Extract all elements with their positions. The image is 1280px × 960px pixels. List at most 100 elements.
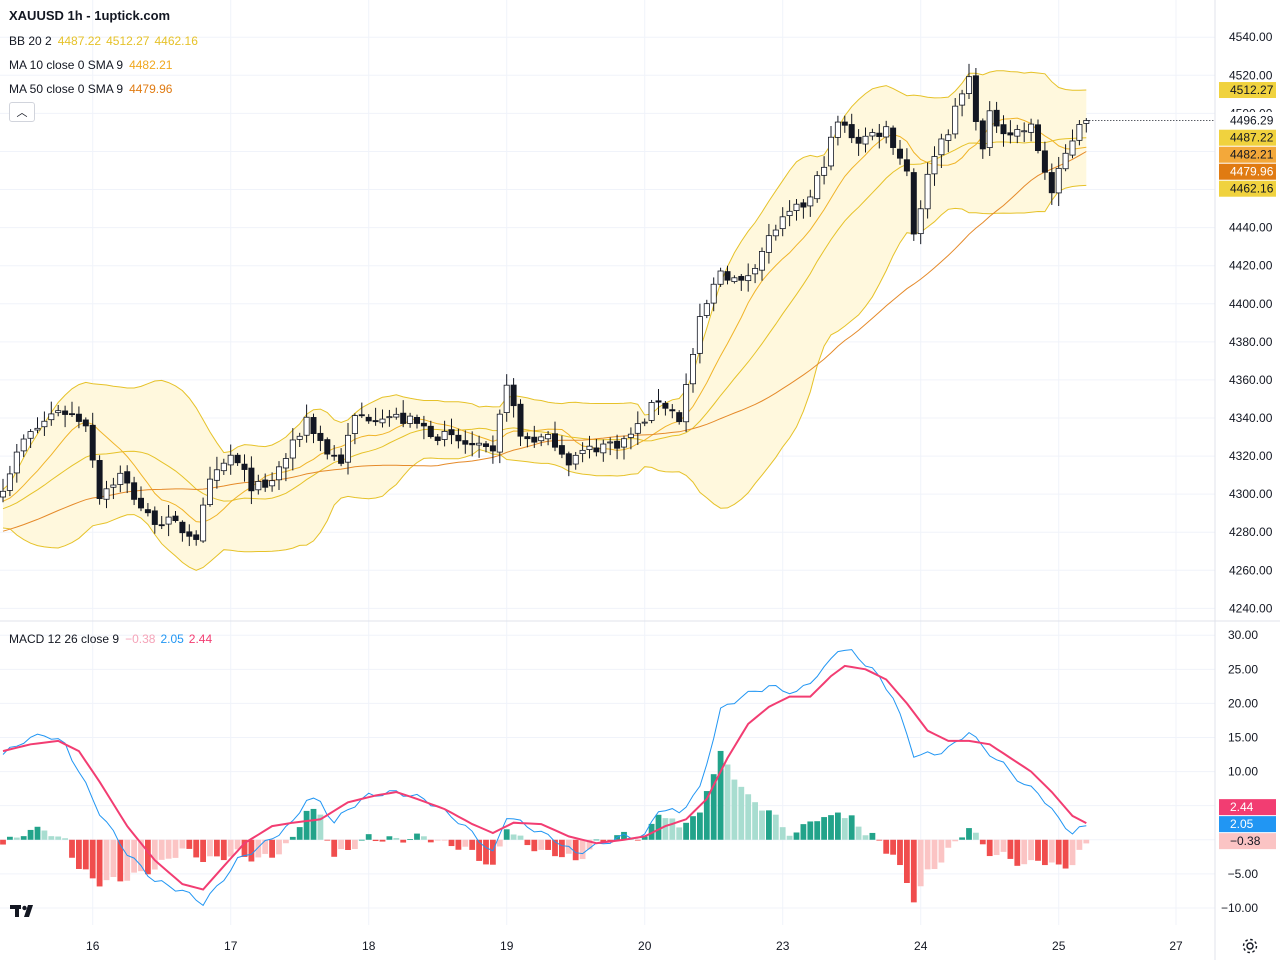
- ma10-line: [2, 117, 1087, 523]
- candle-body: [696, 316, 703, 354]
- chevron-up-icon: ︿: [16, 107, 28, 119]
- time-tick-label: 27: [1169, 939, 1183, 953]
- collapse-legend-button[interactable]: ︿: [9, 102, 35, 122]
- macd-histogram-bar: [69, 839, 75, 858]
- candle-body: [96, 460, 103, 500]
- macd-histogram-bar: [890, 839, 896, 855]
- moving-averages: [2, 117, 1087, 532]
- macd-histogram-bar: [124, 839, 131, 881]
- candle-body: [627, 433, 634, 438]
- candle-body: [407, 415, 414, 424]
- candle-body: [586, 445, 593, 450]
- macd-histogram-bar: [586, 839, 593, 850]
- macd-histogram-bar: [393, 837, 400, 840]
- macd-hist-label: −0.38: [1230, 834, 1261, 848]
- price-tick-label: 4420.00: [1229, 259, 1273, 273]
- macd-histogram-bar: [938, 839, 945, 863]
- bb-fill: [3, 70, 1087, 571]
- macd-histogram-bar: [172, 839, 179, 858]
- price-label-bg: [1219, 82, 1276, 99]
- candle-body: [945, 134, 952, 141]
- candle-body: [6, 473, 13, 491]
- candle-body: [1000, 124, 1007, 135]
- macd-histogram-bar: [400, 839, 407, 843]
- candle-body: [848, 124, 855, 139]
- candle-body: [1014, 129, 1021, 137]
- macd-histogram-bar: [731, 779, 738, 840]
- ma10-legend[interactable]: MA 10 close 0 SMA 9 4482.21: [9, 58, 177, 72]
- candle-body: [338, 454, 345, 464]
- macd-legend[interactable]: MACD 12 26 close 9 −0.38 2.05 2.44: [9, 632, 217, 646]
- macd-histogram-bar: [1076, 839, 1083, 850]
- price-tick-label: 4280.00: [1229, 525, 1273, 539]
- macd-histogram-bar: [910, 839, 917, 903]
- macd-histogram-bar: [89, 839, 96, 879]
- macd-histogram-bar: [476, 839, 482, 861]
- ma50-legend-name: MA 50 close 0 SMA 9: [9, 82, 124, 96]
- macd-signal-line: [2, 664, 1087, 891]
- macd-histogram-bar: [117, 839, 124, 882]
- macd-histogram-bar: [48, 836, 55, 840]
- macd-histogram-bar: [517, 835, 524, 840]
- candle-body: [469, 442, 476, 446]
- candle-body: [448, 429, 455, 436]
- candle-body: [1062, 152, 1069, 170]
- macd-histogram-bar: [628, 839, 634, 841]
- candle-body: [959, 93, 966, 106]
- price-tick-label: 4540.00: [1229, 30, 1273, 44]
- ma10-value: 4482.21: [129, 58, 173, 72]
- candle-body: [772, 229, 779, 237]
- macd-histogram-bar: [807, 821, 814, 840]
- candle-body: [883, 126, 890, 138]
- macd-histogram-bar: [145, 839, 151, 875]
- candle-body: [862, 135, 869, 145]
- candle-body: [55, 410, 62, 414]
- macd-line-label-bg: [1219, 816, 1276, 833]
- macd-histogram-bar: [538, 839, 545, 850]
- candle-body: [676, 412, 683, 423]
- macd-histogram-bar: [296, 827, 303, 840]
- macd-histogram-bar: [862, 835, 869, 840]
- bb-legend[interactable]: BB 20 2 4487.22 4512.27 4462.16: [9, 34, 203, 48]
- candle-body: [379, 418, 386, 424]
- candle-body: [993, 109, 1000, 127]
- macd-histogram-bar: [1048, 839, 1055, 863]
- macd-histogram-bar: [1007, 839, 1014, 859]
- candle-body: [41, 420, 48, 428]
- candle-body: [317, 432, 324, 441]
- candle-body: [1055, 167, 1062, 194]
- macd-histogram-bar: [690, 816, 696, 840]
- price-label: 4462.16: [1230, 182, 1274, 196]
- candle-body: [289, 439, 296, 459]
- candle-body: [579, 449, 586, 454]
- tradingview-logo-icon[interactable]: [8, 900, 40, 922]
- time-tick-label: 20: [638, 939, 652, 953]
- macd-histogram-bar: [1035, 839, 1041, 861]
- price-axes: 4240.00 4260.00 4280.00 4300.00 4320.00 4340.…: [86, 30, 1273, 953]
- candle-body: [82, 419, 89, 427]
- time-tick-label: 19: [500, 939, 514, 953]
- macd-histogram-bar: [421, 836, 427, 840]
- ma50-legend[interactable]: MA 50 close 0 SMA 9 4479.96: [9, 82, 177, 96]
- candle-body: [358, 414, 365, 417]
- settings-gear-icon[interactable]: [1241, 937, 1259, 955]
- candle-body: [669, 409, 676, 412]
- candle-body: [938, 138, 945, 156]
- price-tick-label: 4400.00: [1229, 297, 1273, 311]
- candle-body: [731, 277, 738, 283]
- candle-body: [869, 132, 876, 137]
- macd-hist-value: −0.38: [125, 632, 156, 646]
- candle-body: [234, 454, 241, 464]
- price-label-bg: [1219, 129, 1276, 146]
- macd-histogram-bar: [641, 836, 648, 840]
- macd-histogram-bar: [372, 839, 379, 842]
- price-label: 4479.96: [1230, 165, 1274, 179]
- ma50-value: 4479.96: [129, 82, 173, 96]
- macd-line-value: 2.05: [160, 632, 184, 646]
- candle-body: [1069, 140, 1076, 156]
- macd-histogram-bar: [220, 839, 227, 861]
- candle-body: [324, 439, 331, 455]
- macd-histogram-bar: [20, 836, 27, 840]
- candle-body: [227, 454, 234, 466]
